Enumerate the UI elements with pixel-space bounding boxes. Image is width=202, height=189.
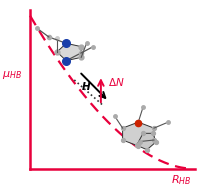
Text: $\Delta N$: $\Delta N$ <box>108 76 124 88</box>
Polygon shape <box>137 133 156 150</box>
Polygon shape <box>123 122 154 146</box>
Text: $R_{HB}$: $R_{HB}$ <box>171 173 192 187</box>
Text: $\mu_{HB}$: $\mu_{HB}$ <box>2 69 22 81</box>
Polygon shape <box>57 43 81 61</box>
Text: H: H <box>82 82 90 92</box>
